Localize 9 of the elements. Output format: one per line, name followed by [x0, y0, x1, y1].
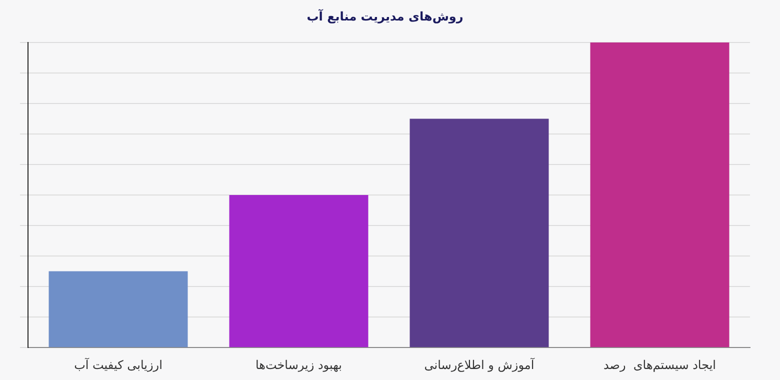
x-tick-label: آموزش و اطلاع‌رسانی — [424, 356, 535, 372]
x-tick-label: ایجاد سیستم‌های رصد — [603, 358, 716, 372]
bar — [410, 118, 549, 348]
bar — [590, 42, 730, 348]
bar — [48, 271, 188, 348]
bar — [229, 195, 368, 348]
chart-title: روش‌های مدیریت منابع آب — [306, 8, 464, 24]
x-tick-label: ارزیابی کیفیت آب — [74, 356, 162, 372]
x-tick-label: بهبود زیرساخت‌ها — [255, 358, 342, 372]
